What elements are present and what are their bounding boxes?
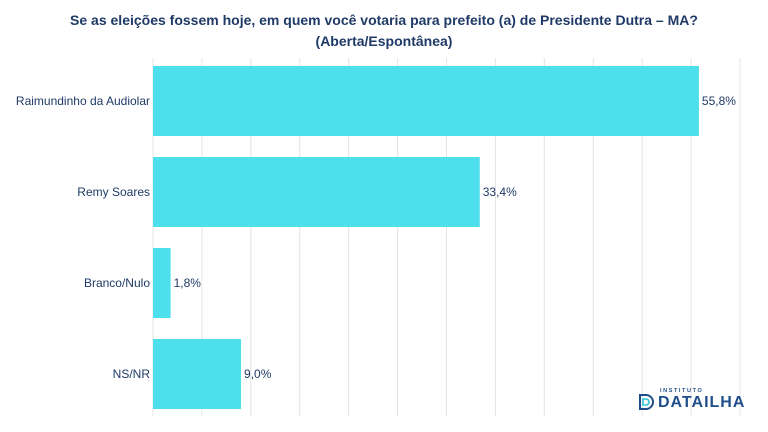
category-label: NS/NR: [113, 367, 151, 381]
datailha-logo: INSTITUTO DATAILHA: [636, 386, 756, 416]
bar: [153, 66, 699, 136]
value-label: 55,8%: [702, 94, 736, 108]
bars: [153, 66, 699, 409]
chart-title: Se as eleições fossem hoje, em quem você…: [0, 10, 768, 52]
chart-title-line-2: (Aberta/Espontânea): [315, 33, 453, 49]
bar: [153, 339, 242, 409]
bar: [153, 157, 480, 227]
value-label: 9,0%: [244, 367, 272, 381]
labels: Raimundinho da Audiolar 55,8% Remy Soares 3…: [16, 94, 736, 381]
chart-title-line-1: Se as eleições fossem hoje, em quem você…: [70, 12, 698, 28]
bar: [153, 248, 171, 318]
datailha-logo-icon: [639, 394, 654, 410]
value-label: 1,8%: [174, 276, 202, 290]
value-label: 33,4%: [483, 185, 517, 199]
logo-name: DATAILHA: [658, 394, 746, 411]
category-label: Raimundinho da Audiolar: [16, 94, 150, 108]
category-label: Branco/Nulo: [84, 276, 150, 290]
category-label: Remy Soares: [77, 185, 150, 199]
logo-prefix: INSTITUTO: [660, 388, 704, 394]
